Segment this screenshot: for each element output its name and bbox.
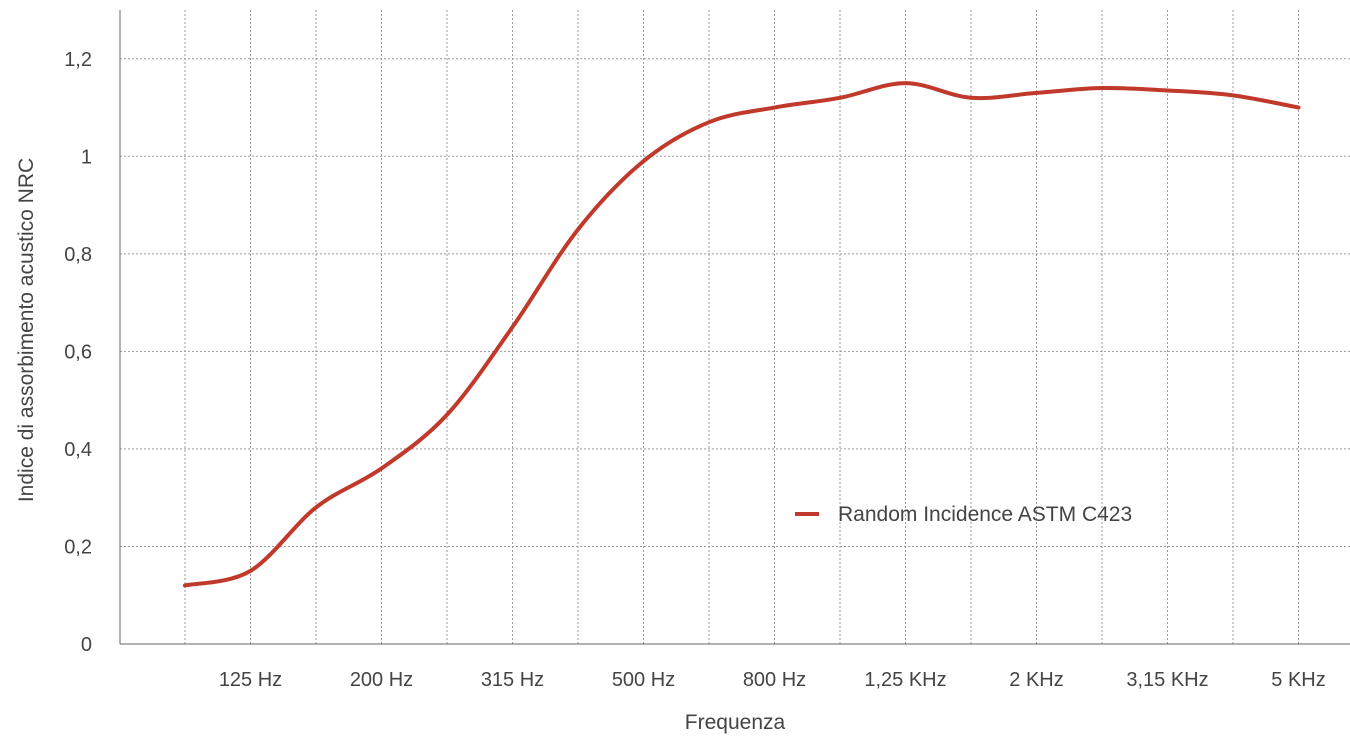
x-tick-label: 3,15 KHz <box>1126 669 1208 691</box>
y-tick-label: 1 <box>81 146 92 168</box>
y-tick-label: 0,2 <box>64 536 92 558</box>
tick-labels: 0 0,2 0,4 0,6 0,8 1 1,2 125 Hz 200 Hz 315 Hz 500 H… <box>64 49 1326 691</box>
x-axis-title: Frequenza <box>685 711 786 734</box>
axes <box>119 10 1350 645</box>
series-layer <box>183 81 1301 588</box>
x-tick-label: 1,25 KHz <box>864 669 946 691</box>
legend: Random Incidence ASTM C423 <box>795 503 1132 526</box>
y-tick-label: 0 <box>81 634 92 656</box>
x-tick-label: 5 KHz <box>1271 669 1325 691</box>
series-line <box>183 81 1301 588</box>
y-tick-label: 0,8 <box>64 244 92 266</box>
y-axis-title: Indice di assorbimento acustico NRC <box>15 158 38 502</box>
x-tick-label: 800 Hz <box>743 669 806 691</box>
y-tick-label: 1,2 <box>64 49 92 71</box>
x-tick-label: 315 Hz <box>481 669 544 691</box>
x-tick-label: 2 KHz <box>1009 669 1063 691</box>
grid <box>120 10 1350 644</box>
legend-label: Random Incidence ASTM C423 <box>838 503 1132 526</box>
x-tick-label: 125 Hz <box>219 669 282 691</box>
x-tick-label: 500 Hz <box>612 669 675 691</box>
x-tick-label: 200 Hz <box>350 669 413 691</box>
y-tick-label: 0,4 <box>64 439 92 461</box>
y-tick-label: 0,6 <box>64 341 92 363</box>
